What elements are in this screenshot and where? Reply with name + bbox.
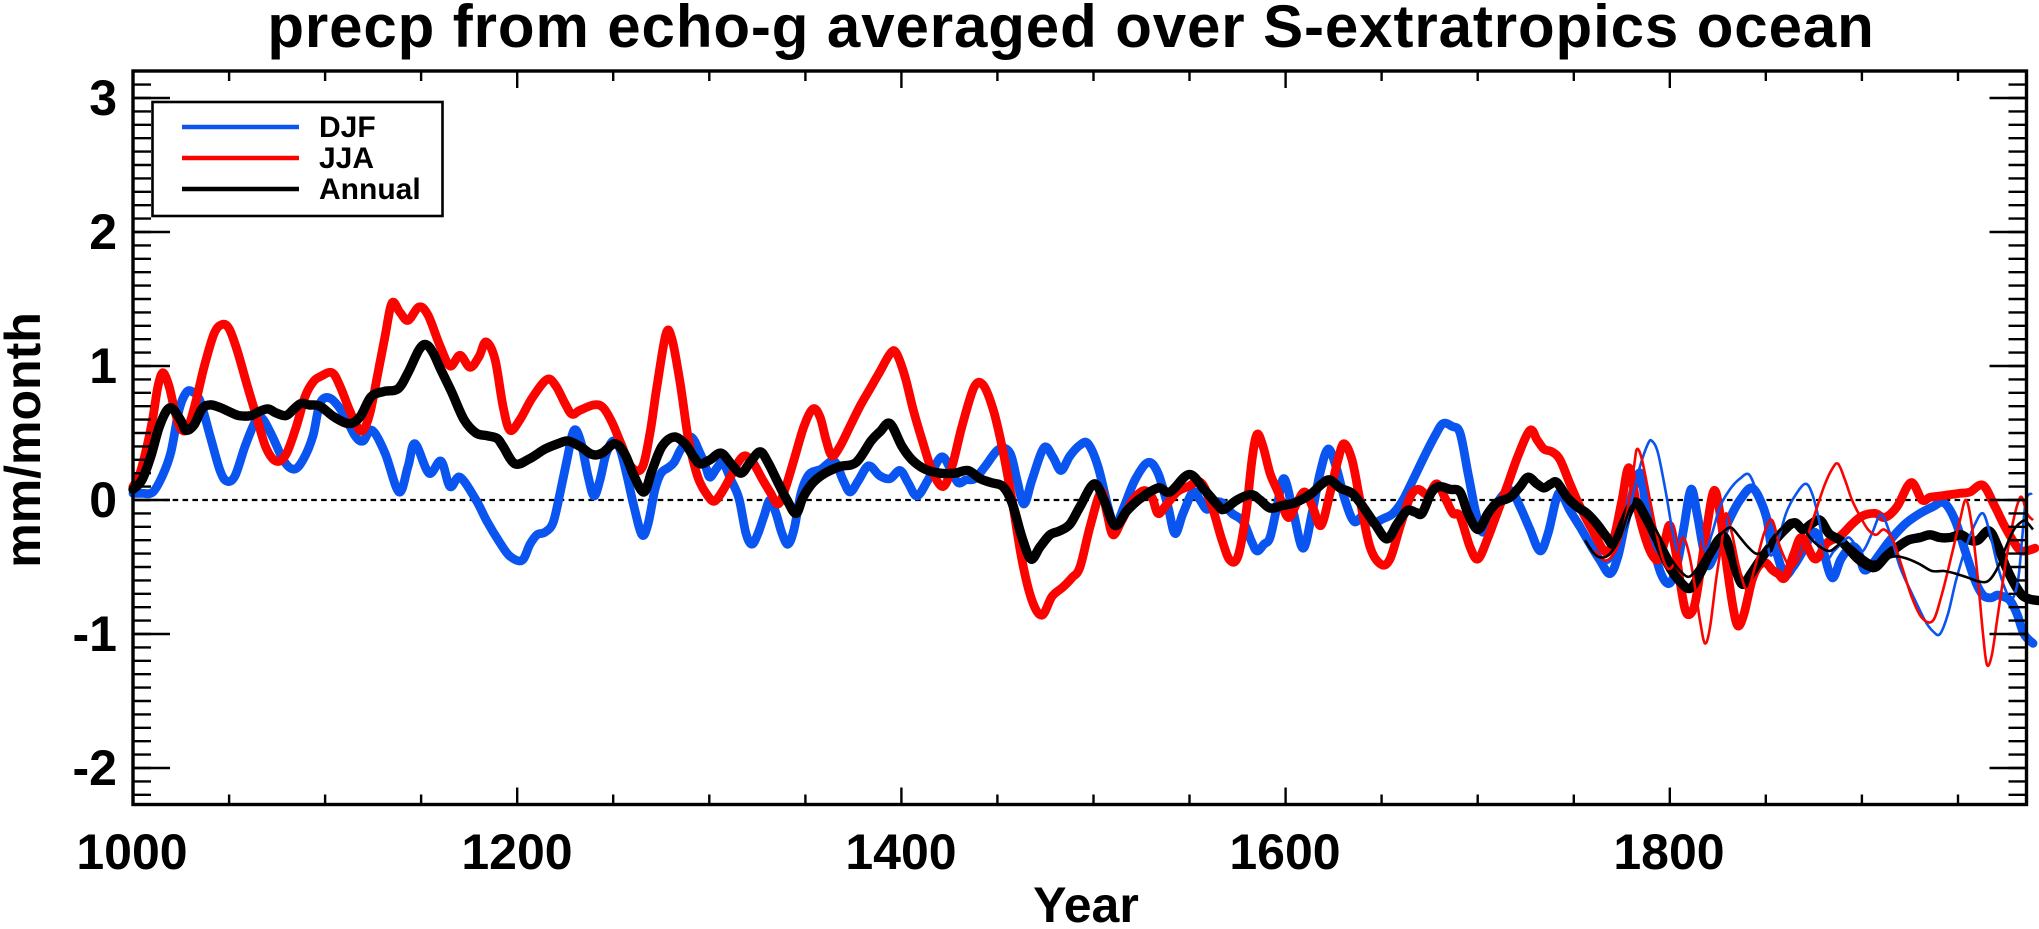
svg-text:Annual: Annual xyxy=(319,173,421,206)
svg-text:-1: -1 xyxy=(73,606,117,662)
svg-text:3: 3 xyxy=(89,70,117,126)
svg-text:JJA: JJA xyxy=(319,142,374,175)
svg-text:1600: 1600 xyxy=(1229,824,1340,880)
svg-text:precp from echo-g averaged ove: precp from echo-g averaged over S-extrat… xyxy=(267,0,1874,60)
svg-text:mm/month: mm/month xyxy=(0,312,51,568)
svg-text:Year: Year xyxy=(1033,877,1139,924)
svg-text:0: 0 xyxy=(89,472,117,528)
svg-text:DJF: DJF xyxy=(319,111,376,144)
svg-text:1400: 1400 xyxy=(845,824,956,880)
svg-text:1800: 1800 xyxy=(1613,824,1724,880)
svg-text:1000: 1000 xyxy=(76,824,187,880)
svg-text:-2: -2 xyxy=(73,740,117,796)
svg-text:1: 1 xyxy=(89,338,117,394)
svg-text:2: 2 xyxy=(89,204,117,260)
svg-text:1200: 1200 xyxy=(461,824,572,880)
